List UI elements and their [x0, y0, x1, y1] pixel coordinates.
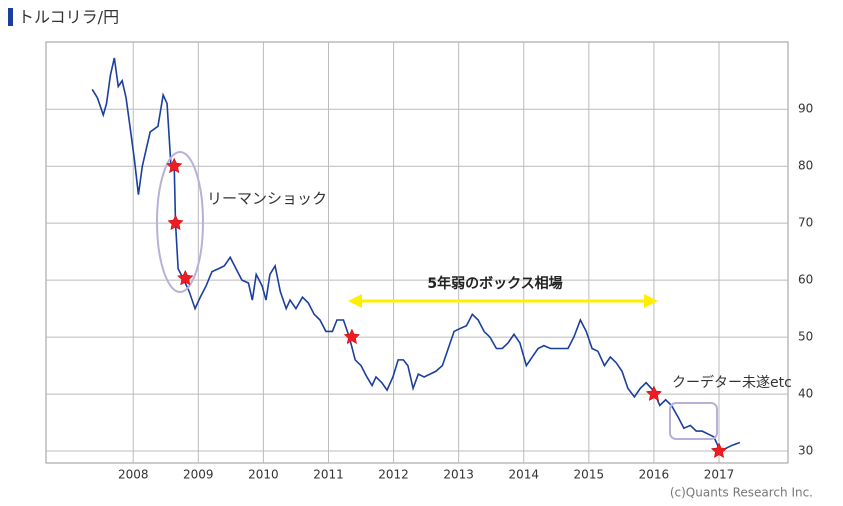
annotation: リーマンショック [207, 190, 327, 208]
title-icon [8, 8, 13, 26]
star-marker [167, 214, 184, 231]
highlight-box [669, 402, 718, 440]
y-tick-label: 90 [798, 102, 813, 116]
highlight-ellipse [156, 151, 204, 293]
x-tick-label: 2017 [704, 468, 735, 482]
x-tick-label: 2011 [313, 468, 344, 482]
y-tick-label: 80 [798, 159, 813, 173]
x-tick-label: 2015 [574, 468, 605, 482]
range-arrow [348, 294, 658, 308]
annotation: 5年弱のボックス相場 [427, 275, 562, 292]
y-tick-label: 30 [798, 444, 813, 458]
y-tick-label: 70 [798, 216, 813, 230]
x-tick-label: 2008 [118, 468, 149, 482]
star-marker [645, 385, 663, 401]
y-tick-label: 60 [798, 273, 813, 287]
y-tick-label: 40 [798, 387, 813, 401]
annotation: クーデター未遂etc [672, 374, 792, 391]
star-marker [343, 328, 361, 345]
x-tick-label: 2016 [639, 468, 670, 482]
chart-title: トルコリラ/円 [18, 8, 119, 27]
x-tick-label: 2009 [183, 468, 214, 482]
x-tick-label: 2013 [443, 468, 474, 482]
credit: (c)Quants Research Inc. [670, 486, 813, 500]
plot-frame [45, 41, 789, 464]
y-tick-label: 50 [798, 330, 813, 344]
x-tick-label: 2014 [508, 468, 539, 482]
x-tick-label: 2010 [248, 468, 279, 482]
star-marker [710, 442, 728, 458]
star-marker [166, 157, 183, 174]
star-marker [177, 269, 194, 286]
x-tick-label: 2012 [378, 468, 409, 482]
